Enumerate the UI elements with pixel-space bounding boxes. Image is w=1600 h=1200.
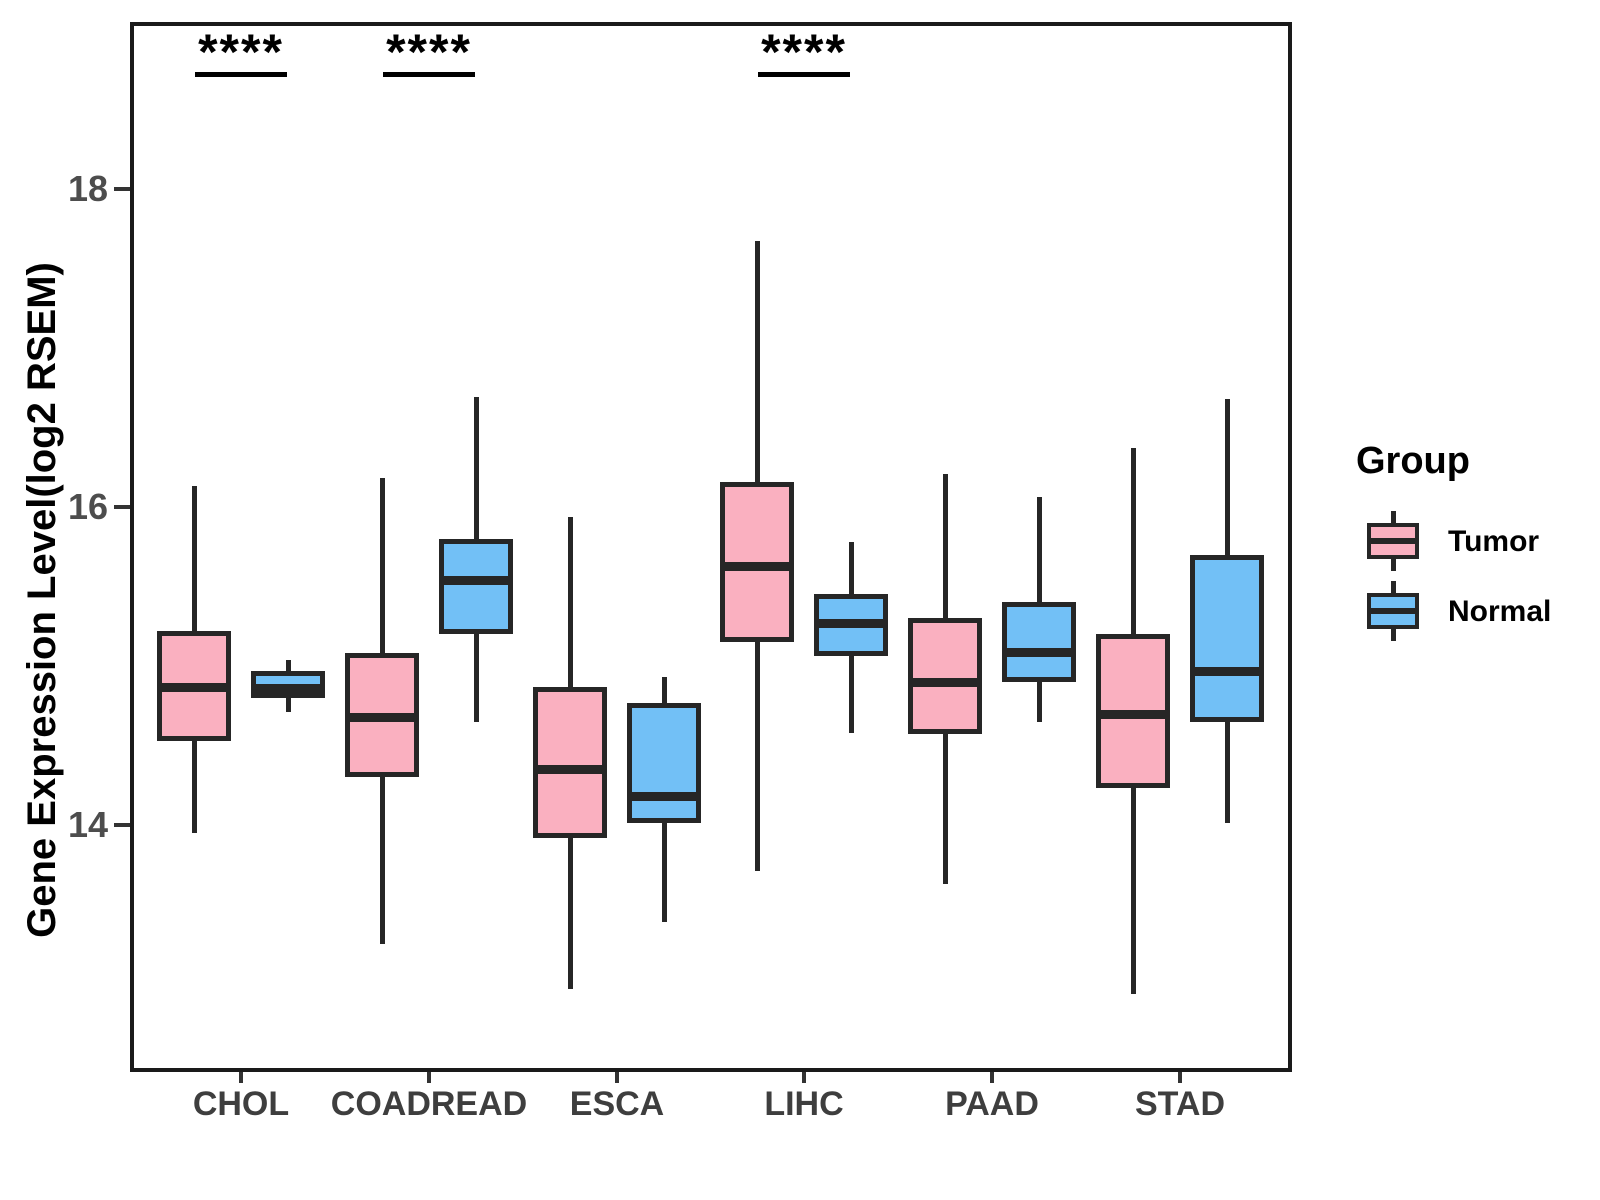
legend-key-boxplot-icon-tumor: [1365, 511, 1421, 571]
box-normal-esca: [627, 703, 701, 823]
y-tick-mark-14: [114, 823, 130, 827]
median-line-tumor-paad: [908, 678, 982, 687]
x-label-esca: ESCA: [569, 1085, 665, 1123]
legend-key-median: [1367, 538, 1419, 544]
median-line-normal-chol: [251, 684, 325, 693]
x-label-stad: STAD: [1134, 1085, 1226, 1123]
x-label-coadread: COADREAD: [330, 1085, 528, 1123]
significance-stars-coadread: ****: [386, 24, 472, 80]
median-line-normal-lihc: [814, 619, 888, 628]
x-label-lihc: LIHC: [764, 1085, 844, 1123]
box-tumor-paad: [908, 618, 982, 734]
median-line-normal-stad: [1190, 667, 1264, 676]
x-label-chol: CHOL: [192, 1085, 290, 1123]
x-tick-mark-paad: [990, 1072, 994, 1083]
x-tick-mark-lihc: [802, 1072, 806, 1083]
significance-stars-chol: ****: [198, 24, 284, 80]
legend-item-label-tumor: Tumor: [1448, 525, 1540, 558]
plot-panel: [130, 22, 1292, 1072]
y-tick-label-16: 16: [67, 486, 108, 527]
box-normal-coadread: [439, 539, 513, 634]
legend-items: Tumor Normal: [1330, 511, 1590, 651]
x-tick-mark-esca: [615, 1072, 619, 1083]
box-normal-paad: [1002, 602, 1076, 682]
x-label-paad: PAAD: [945, 1085, 1039, 1123]
legend-title: Group: [1356, 440, 1470, 482]
legend-item-label-normal: Normal: [1448, 595, 1552, 628]
y-tick-mark-16: [114, 505, 130, 509]
median-line-tumor-esca: [533, 765, 607, 774]
median-line-normal-coadread: [439, 576, 513, 585]
y-axis-title: Gene Expression Level(log2 RSEM): [20, 262, 64, 938]
legend-key-median: [1367, 608, 1419, 614]
significance-underline-chol: [195, 72, 287, 77]
median-line-tumor-coadread: [345, 713, 419, 722]
significance-stars-lihc: ****: [761, 24, 847, 80]
legend-item-tumor: Tumor: [1330, 511, 1590, 581]
median-line-tumor-chol: [157, 683, 231, 692]
y-tick-mark-18: [114, 187, 130, 191]
box-normal-stad: [1190, 555, 1264, 722]
median-line-tumor-lihc: [720, 562, 794, 571]
legend: Group Tumor Normal: [1330, 440, 1590, 651]
median-line-normal-esca: [627, 792, 701, 801]
box-tumor-esca: [533, 687, 607, 838]
legend-item-normal: Normal: [1330, 581, 1590, 651]
significance-underline-lihc: [758, 72, 850, 77]
x-tick-mark-stad: [1178, 1072, 1182, 1083]
median-line-normal-paad: [1002, 648, 1076, 657]
significance-underline-coadread: [383, 72, 475, 77]
x-tick-mark-chol: [239, 1072, 243, 1083]
median-line-tumor-stad: [1096, 710, 1170, 719]
y-tick-label-18: 18: [67, 168, 108, 209]
y-tick-label-14: 14: [67, 804, 108, 845]
legend-key-boxplot-icon-normal: [1365, 581, 1421, 641]
x-tick-mark-coadread: [427, 1072, 431, 1083]
